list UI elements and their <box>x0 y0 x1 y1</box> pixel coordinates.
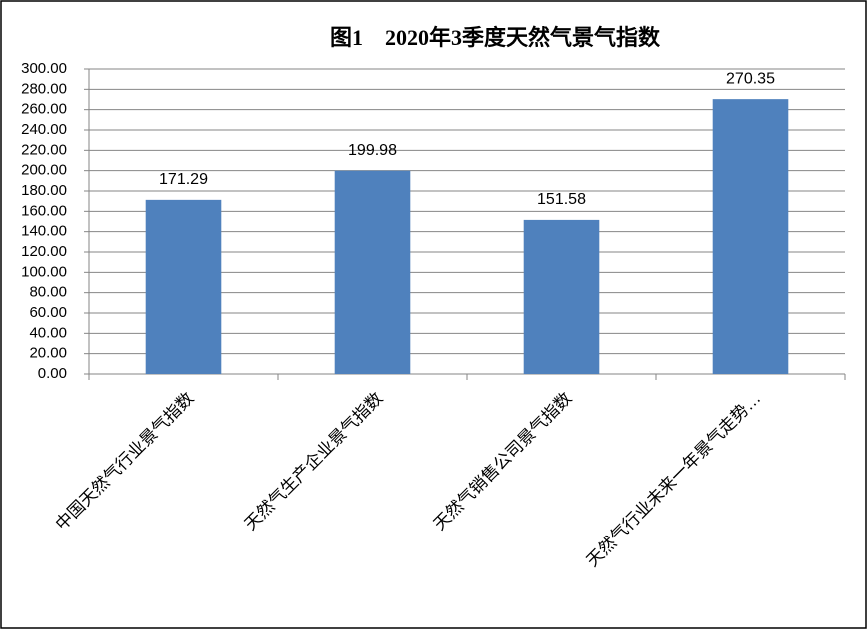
y-tick-label: 80.00 <box>29 284 67 301</box>
bar <box>712 99 789 374</box>
y-tick-label: 220.00 <box>21 141 67 158</box>
value-label: 270.35 <box>726 70 775 87</box>
y-tick-label: 160.00 <box>21 202 67 219</box>
bar <box>523 219 600 374</box>
y-tick-label: 0.00 <box>38 365 67 382</box>
bar <box>145 199 222 374</box>
y-tick-label: 100.00 <box>21 263 67 280</box>
y-tick-label: 40.00 <box>29 324 67 341</box>
value-label: 171.29 <box>159 171 208 188</box>
chart-title: 图1 2020年3季度天然气景气指数 <box>330 25 661 50</box>
y-tick-label: 300.00 <box>21 60 67 77</box>
y-tick-label: 200.00 <box>21 162 67 179</box>
y-tick-label: 120.00 <box>21 243 67 260</box>
y-tick-label: 140.00 <box>21 223 67 240</box>
bar <box>334 170 411 374</box>
y-tick-label: 240.00 <box>21 121 67 138</box>
y-tick-label: 60.00 <box>29 304 67 321</box>
y-tick-label: 20.00 <box>29 345 67 362</box>
value-label: 151.58 <box>537 191 586 208</box>
y-tick-label: 180.00 <box>21 182 67 199</box>
y-tick-label: 260.00 <box>21 101 67 118</box>
value-label: 199.98 <box>348 142 397 159</box>
y-tick-label: 280.00 <box>21 80 67 97</box>
